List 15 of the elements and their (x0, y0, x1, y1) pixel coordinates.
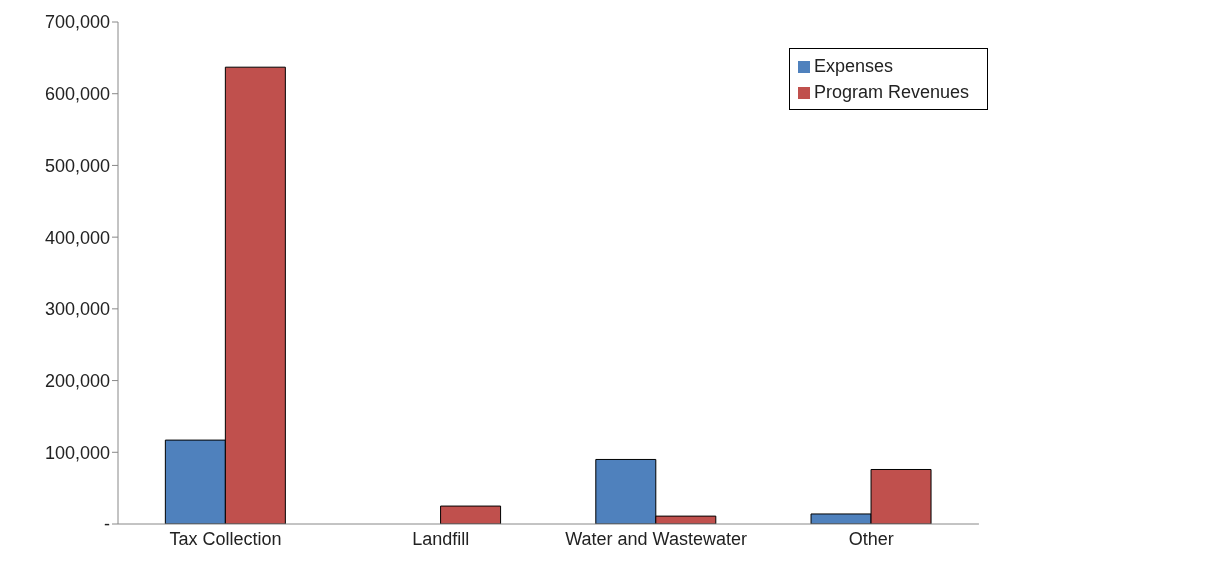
y-tick-label: - (104, 514, 110, 535)
y-tick-label: 700,000 (44, 12, 110, 33)
x-tick-label: Tax Collection (169, 528, 282, 549)
x-tick-label: Water and Wastewater (565, 528, 747, 549)
y-tick-label: 100,000 (44, 442, 110, 463)
bar (440, 505, 502, 524)
y-tick-label: 200,000 (44, 370, 110, 391)
y-tick-label: 400,000 (44, 227, 110, 248)
x-tick-label: Other (848, 528, 894, 549)
legend-label: Program Revenues (813, 82, 969, 102)
y-tick-label: 300,000 (44, 299, 110, 320)
y-tick-label: 600,000 (44, 84, 110, 105)
x-tick-label: Landfill (412, 528, 470, 549)
y-tick-label: 500,000 (44, 155, 110, 176)
legend-label: Expenses (813, 56, 893, 76)
